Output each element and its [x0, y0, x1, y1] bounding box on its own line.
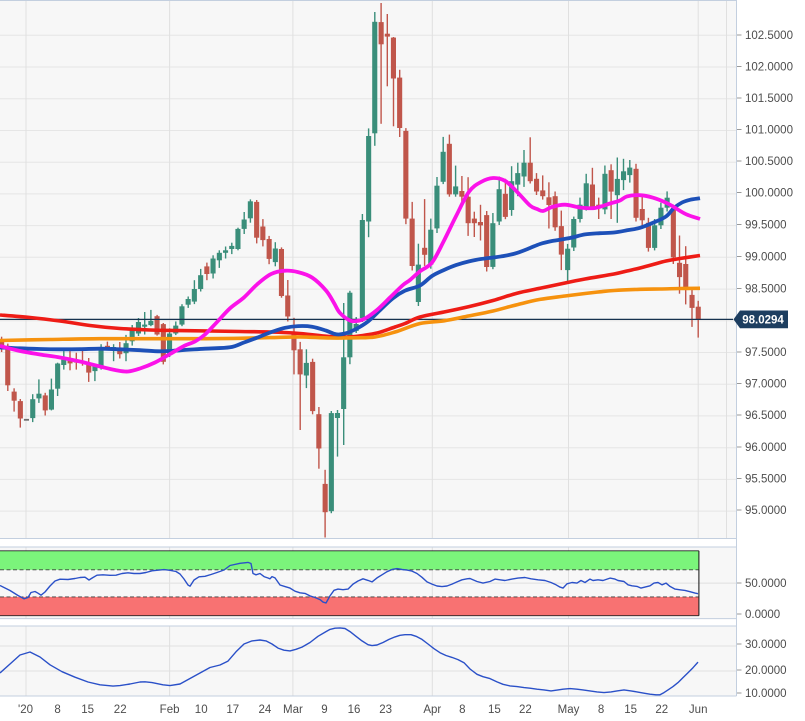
svg-text:99.0000: 99.0000 [745, 252, 787, 264]
svg-text:0.0000: 0.0000 [745, 609, 780, 621]
svg-text:Apr: Apr [423, 704, 441, 716]
svg-text:Jun: Jun [689, 704, 708, 716]
svg-text:96.5000: 96.5000 [745, 410, 787, 422]
svg-text:15: 15 [488, 704, 501, 716]
svg-text:16: 16 [348, 704, 361, 716]
svg-text:10: 10 [195, 704, 208, 716]
svg-text:8: 8 [54, 704, 60, 716]
svg-text:97.5000: 97.5000 [745, 347, 787, 359]
svg-text:99.5000: 99.5000 [745, 220, 787, 232]
svg-text:May: May [558, 704, 580, 716]
svg-text:101.5000: 101.5000 [745, 93, 793, 105]
svg-text:101.0000: 101.0000 [745, 125, 793, 137]
svg-text:9: 9 [321, 704, 327, 716]
svg-text:Mar: Mar [283, 704, 303, 716]
svg-text:100.5000: 100.5000 [745, 156, 793, 168]
svg-text:15: 15 [81, 704, 94, 716]
svg-text:102.0000: 102.0000 [745, 62, 793, 74]
svg-text:Feb: Feb [160, 704, 180, 716]
svg-text:30.0000: 30.0000 [745, 639, 787, 651]
svg-text:22: 22 [655, 704, 668, 716]
svg-text:8: 8 [598, 704, 604, 716]
svg-text:50.0000: 50.0000 [745, 578, 787, 590]
svg-text:10.0000: 10.0000 [745, 688, 787, 700]
svg-text:20.0000: 20.0000 [745, 665, 787, 677]
svg-text:'20: '20 [18, 704, 33, 716]
svg-text:96.0000: 96.0000 [745, 442, 787, 454]
svg-text:95.5000: 95.5000 [745, 474, 787, 486]
svg-text:22: 22 [519, 704, 532, 716]
svg-text:17: 17 [226, 704, 239, 716]
svg-text:98.5000: 98.5000 [745, 284, 787, 296]
svg-text:100.0000: 100.0000 [745, 188, 793, 200]
svg-text:97.0000: 97.0000 [745, 379, 787, 391]
svg-text:8: 8 [459, 704, 465, 716]
svg-text:22: 22 [114, 704, 127, 716]
svg-text:102.5000: 102.5000 [745, 30, 793, 42]
svg-text:23: 23 [379, 704, 392, 716]
svg-text:98.0294: 98.0294 [742, 315, 784, 327]
svg-text:95.0000: 95.0000 [745, 505, 787, 517]
svg-text:24: 24 [259, 704, 272, 716]
svg-text:15: 15 [624, 704, 637, 716]
